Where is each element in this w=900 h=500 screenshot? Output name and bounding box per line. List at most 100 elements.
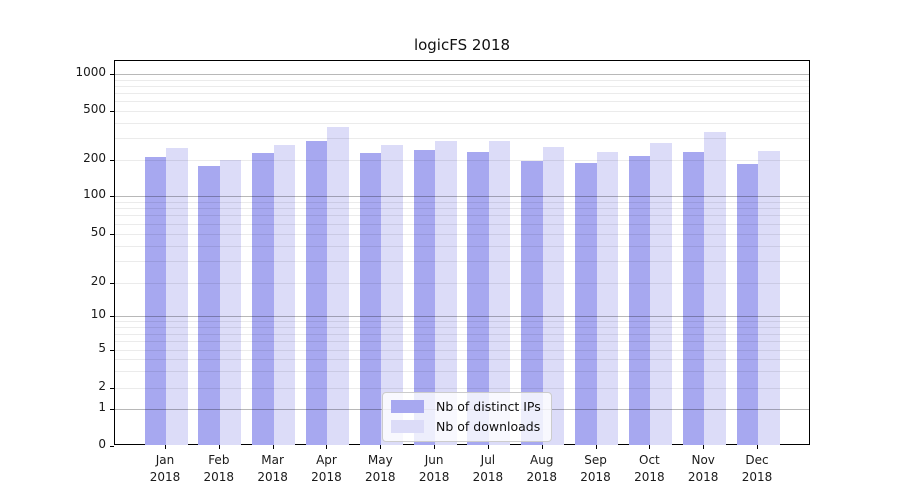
gridline-major	[115, 196, 809, 197]
legend-swatch-distinct-ips	[391, 400, 424, 413]
x-tick-mark	[165, 445, 166, 449]
x-tick-label: Sep 2018	[580, 453, 611, 484]
legend-swatch-downloads	[391, 420, 424, 433]
bar-distinct-ips-may	[359, 152, 382, 445]
y-tick-mark	[110, 387, 114, 389]
legend-item-downloads: Nb of downloads	[391, 419, 541, 434]
gridline-major	[115, 74, 809, 76]
bar-distinct-ips-jun	[413, 150, 436, 445]
x-tick-label: Jun 2018	[418, 453, 450, 484]
chart-title: logicFS 2018	[413, 36, 511, 54]
y-tick-mark	[110, 446, 114, 447]
x-tick-mark	[218, 445, 220, 449]
y-tick-mark	[110, 350, 114, 352]
x-tick-mark	[595, 445, 597, 449]
bar-distinct-ips-sep	[575, 163, 597, 445]
x-tick-label: Feb 2018	[203, 453, 235, 484]
gridline-minor	[115, 387, 809, 389]
bar-downloads-apr	[327, 127, 349, 445]
x-tick-label: Apr 2018	[311, 453, 342, 484]
y-tick-label: 500	[83, 102, 106, 116]
y-tick-label: 20	[90, 273, 106, 288]
bar-distinct-ips-jul	[467, 151, 489, 445]
x-tick-mark	[649, 445, 651, 449]
gridline-minor	[115, 321, 809, 323]
bar-downloads-nov	[704, 131, 726, 445]
bar-downloads-jan	[166, 147, 188, 445]
gridline-minor	[115, 111, 809, 112]
x-tick-label: Mar 2018	[257, 453, 288, 484]
bar-distinct-ips-dec	[736, 163, 759, 445]
bar-downloads-jun	[435, 141, 457, 445]
x-tick-mark	[703, 445, 705, 449]
y-tick-label: 0	[98, 437, 106, 451]
y-tick-label: 5	[98, 341, 106, 356]
x-tick-label: Oct 2018	[634, 453, 665, 484]
gridline-minor	[115, 350, 809, 352]
x-tick-mark	[326, 445, 328, 449]
y-tick-label: 100	[83, 187, 106, 201]
x-tick-mark	[757, 445, 759, 449]
gridline-minor	[115, 93, 809, 95]
gridline-minor	[115, 215, 809, 217]
gridline-minor	[115, 122, 809, 124]
bar-downloads-jul	[488, 140, 511, 445]
x-tick-label: Nov 2018	[687, 453, 719, 484]
gridline-minor	[115, 233, 809, 235]
legend: Nb of distinct IPs Nb of downloads	[382, 392, 552, 442]
gridline-minor	[115, 86, 809, 88]
bar-distinct-ips-nov	[682, 152, 705, 445]
y-tick-mark	[110, 409, 114, 410]
bar-distinct-ips-aug	[521, 160, 543, 445]
y-tick-mark	[110, 160, 114, 161]
bar-downloads-aug	[542, 147, 565, 445]
x-tick-label: May 2018	[364, 453, 396, 484]
gridline-minor	[115, 359, 809, 361]
bar-downloads-may	[381, 144, 403, 445]
gridline-minor	[115, 79, 809, 81]
x-tick-mark	[272, 445, 274, 449]
legend-label-downloads: Nb of downloads	[436, 419, 541, 434]
legend-item-distinct-ips: Nb of distinct IPs	[391, 399, 541, 414]
x-tick-label: Jan 2018	[149, 453, 181, 484]
gridline-minor	[115, 201, 809, 203]
gridline-minor	[115, 223, 809, 225]
gridline-minor	[115, 341, 809, 343]
y-tick-label: 10	[90, 307, 106, 321]
bar-downloads-feb	[219, 160, 242, 445]
y-tick-label: 1	[98, 400, 106, 414]
x-tick-label: Dec 2018	[741, 453, 773, 484]
bar-downloads-dec	[758, 150, 780, 445]
gridline-minor	[115, 160, 809, 161]
y-tick-mark	[110, 111, 114, 112]
bar-distinct-ips-apr	[305, 141, 328, 445]
y-tick-label: 50	[90, 224, 106, 239]
bar-distinct-ips-jan	[144, 157, 166, 445]
bar-distinct-ips-feb	[198, 166, 220, 445]
y-tick-label: 1000	[75, 65, 106, 80]
gridline-minor	[115, 282, 809, 284]
y-tick-mark	[110, 316, 114, 317]
x-tick-label: Jul 2018	[472, 453, 504, 484]
y-tick-label: 200	[83, 151, 106, 165]
bar-distinct-ips-oct	[628, 156, 651, 445]
y-tick-mark	[110, 196, 114, 197]
gridline-minor	[115, 327, 809, 329]
gridline-minor	[115, 371, 809, 373]
y-tick-mark	[110, 233, 114, 235]
x-tick-mark	[487, 445, 489, 449]
gridline-major	[115, 316, 809, 317]
plot-area	[110, 60, 810, 447]
x-tick-label: Aug 2018	[526, 453, 557, 484]
gridline-minor	[115, 138, 809, 140]
bar-distinct-ips-mar	[252, 153, 274, 445]
x-tick-mark	[434, 445, 436, 449]
y-axis: 0 1 2 5 10 20 50 100 200 500 1000	[0, 60, 106, 451]
legend-label-distinct-ips: Nb of distinct IPs	[436, 399, 541, 414]
x-tick-mark	[541, 445, 543, 449]
bar-downloads-sep	[596, 151, 619, 445]
x-tick-mark	[380, 445, 382, 449]
gridline-minor	[115, 333, 809, 335]
y-tick-label: 2	[98, 378, 106, 393]
gridline-minor	[115, 208, 809, 210]
